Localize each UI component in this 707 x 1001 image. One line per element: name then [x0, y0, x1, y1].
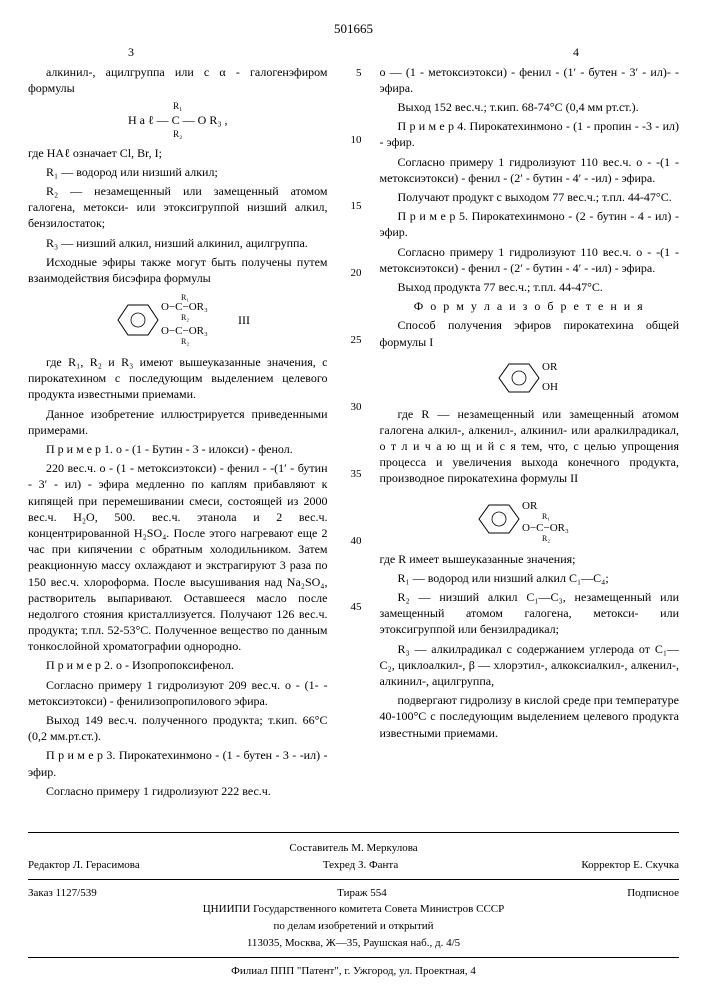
left-p14: П р и м е р 3. Пирокатехинмоно - (1 - бу…	[28, 747, 328, 779]
right-p4: Согласно примеру 1 гидролизуют 110 вес.ч…	[380, 154, 680, 186]
left-p6: Исходные эфиры также могут быть получены…	[28, 254, 328, 286]
footer: Составитель М. Меркулова Редактор Л. Гер…	[28, 832, 679, 979]
ln-15: 15	[346, 199, 362, 214]
doc-number: 501665	[28, 20, 679, 38]
left-p1: алкинил-, ацилгруппа или с α - галогенэф…	[28, 64, 328, 96]
ln-10: 10	[346, 133, 362, 148]
right-column: о — (1 - метоксиэтокси) - фенил - (1′ - …	[380, 64, 680, 802]
left-p10: 220 вес.ч. о - (1 - метоксиэтокси) - фен…	[28, 460, 328, 654]
page-right: 4	[573, 44, 579, 60]
right-p2: Выход 152 вес.ч.; т.кип. 68-74°C (0,4 мм…	[380, 99, 680, 115]
right-p14: R₃ — алкилрадикал с содержанием углерода…	[380, 641, 680, 690]
page-left: 3	[128, 44, 134, 60]
footer-compiler: Составитель М. Меркулова	[28, 841, 679, 856]
footer-editor: Редактор Л. Герасимова	[28, 858, 140, 873]
right-p5: Получают продукт с выходом 77 вес.ч.; т.…	[380, 189, 680, 205]
svg-text:O−C−OR₃: O−C−OR₃	[161, 301, 208, 313]
footer-order: Заказ 1127/539	[28, 886, 97, 901]
svg-text:R₂: R₂	[181, 337, 189, 346]
footer-addr1: 113035, Москва, Ж—35, Раушская наб., д. …	[28, 936, 679, 951]
left-p15: Согласно примеру 1 гидролизуют 222 вес.ч…	[28, 783, 328, 799]
right-p11: где R имеет вышеуказанные значения;	[380, 551, 680, 567]
svg-text:R₁: R₁	[181, 293, 189, 302]
ln-5: 5	[346, 66, 362, 81]
formula-1: R₁ H a ℓ — C — O R₃ , R₂	[28, 100, 328, 140]
formula-II: OR O−C−OR₃ R₁ R₂	[380, 491, 680, 547]
footer-techred: Техред З. Фанта	[323, 858, 398, 873]
right-p1: о — (1 - метоксиэтокси) - фенил - (1′ - …	[380, 64, 680, 96]
ln-20: 20	[346, 266, 362, 281]
left-p13: Выход 149 вес.ч. полученного продукта; т…	[28, 712, 328, 744]
left-p11: П р и м е р 2. о - Изопропоксифенол.	[28, 657, 328, 673]
benzene-ether-II-icon: OR O−C−OR₃ R₁ R₂	[459, 491, 599, 547]
footer-branch: Филиал ППП "Патент", г. Ужгород, ул. Про…	[28, 964, 679, 979]
footer-subscription: Подписное	[627, 886, 679, 901]
svg-text:OR: OR	[542, 361, 558, 373]
left-p2: где HAℓ означает Cl, Br, I;	[28, 145, 328, 161]
left-p5: R₃ — низший алкил, низший алкинил, ацилг…	[28, 235, 328, 251]
right-p9: Способ получения эфиров пирокатехина общ…	[380, 317, 680, 349]
right-p15: подвергают гидролизу в кислой среде при …	[380, 692, 680, 741]
right-p3: П р и м е р 4. Пирокатехинмоно - (1 - пр…	[380, 118, 680, 150]
right-p12: R₁ — водород или низший алкил C₁—C₄;	[380, 570, 680, 586]
footer-tirage: Тираж 554	[337, 886, 387, 901]
content-columns: алкинил-, ацилгруппа или с α - галогенэф…	[28, 64, 679, 802]
right-p8: Выход продукта 77 вес.ч.; т.пл. 44-47°C.	[380, 279, 680, 295]
right-p10: где R — незамещенный или замещенный атом…	[380, 406, 680, 487]
svg-text:R₁: R₁	[542, 512, 550, 521]
svg-text:O−C−OR₃: O−C−OR₃	[161, 325, 208, 337]
left-column: алкинил-, ацилгруппа или с α - галогенэф…	[28, 64, 328, 802]
svg-text:O−C−OR₃: O−C−OR₃	[522, 522, 569, 534]
footer-org1: ЦНИИПИ Государственного комитета Совета …	[28, 902, 679, 917]
left-p4: R₂ — незамещенный или замещенный атомом …	[28, 183, 328, 232]
left-p7: где R₁, R₂ и R₃ имеют вышеуказанные знач…	[28, 354, 328, 403]
svg-text:OH: OH	[542, 381, 558, 393]
left-p3: R₁ — водород или низший алкил;	[28, 164, 328, 180]
formula-3: O−C−OR₃ O−C−OR₃ R₁ R₂ R₂ III	[28, 290, 328, 350]
page-numbers: 3 4	[28, 44, 679, 60]
footer-corrector: Корректор Е. Скучка	[581, 858, 679, 873]
benzene-OR-OH-icon: OR OH	[479, 354, 579, 402]
line-gutter: 5 10 15 20 25 30 35 40 45	[346, 64, 362, 802]
svg-text:R₂: R₂	[542, 534, 550, 543]
benzene-bisether-icon: O−C−OR₃ O−C−OR₃ R₁ R₂ R₂ III	[98, 290, 258, 350]
svg-text:III: III	[238, 313, 250, 327]
claims-title: Ф о р м у л а и з о б р е т е н и я	[380, 298, 680, 314]
ln-45: 45	[346, 600, 362, 615]
left-p9: П р и м е р 1. о - (1 - Бутин - 3 - илок…	[28, 441, 328, 457]
ln-35: 35	[346, 467, 362, 482]
formula-I: OR OH	[380, 354, 680, 402]
footer-org2: по делам изобретений и открытий	[28, 919, 679, 934]
right-p6: П р и м е р 5. Пирокатехинмоно - (2 - бу…	[380, 208, 680, 240]
right-p7: Согласно примеру 1 гидролизуют 110 вес.ч…	[380, 244, 680, 276]
svg-text:OR: OR	[522, 500, 538, 512]
ln-25: 25	[346, 333, 362, 348]
left-p8: Данное изобретение иллюстрируется привед…	[28, 406, 328, 438]
ln-40: 40	[346, 534, 362, 549]
right-p13: R₂ — низший алкил C₁—C₃, незамещенный ил…	[380, 589, 680, 638]
left-p12: Согласно примеру 1 гидролизуют 209 вес.ч…	[28, 677, 328, 709]
svg-text:R₂: R₂	[181, 313, 189, 322]
ln-30: 30	[346, 400, 362, 415]
